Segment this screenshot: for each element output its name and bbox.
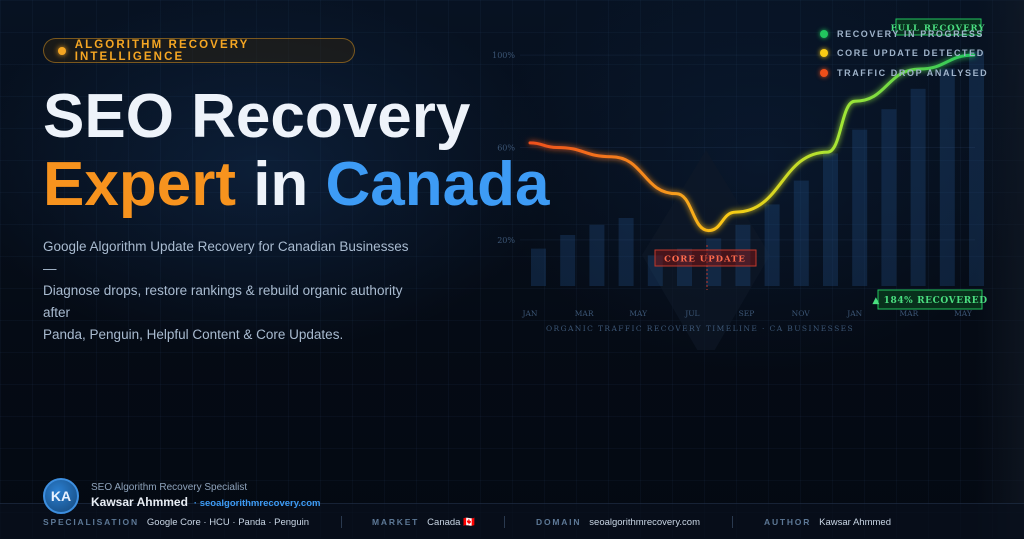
footer-divider — [732, 516, 733, 528]
axis-layer: 100% 60% 20% JAN MAR MAY JUL SEP NOV JAN MAR MAY — [492, 51, 975, 318]
footer-key: AUTHOR — [764, 517, 812, 527]
chart-bar — [560, 235, 576, 286]
hero-word-in: in — [235, 150, 326, 219]
yellow-dot-icon — [820, 49, 828, 58]
right-edge-fade — [976, 0, 1024, 538]
x-tick-label: SEP — [739, 309, 755, 318]
y-tick-label: 100% — [492, 51, 515, 60]
author-site-link[interactable]: · seoalgorithmrecovery.com — [193, 497, 321, 509]
chart-bar — [823, 153, 838, 286]
footer-value: Google Core · HCU · Panda · Penguin — [146, 517, 309, 528]
chart-bar — [589, 224, 605, 286]
category-badge: ALGORITHM RECOVERY INTELLIGENCE — [43, 38, 355, 63]
full-recovery-tag-box — [895, 18, 982, 36]
chart-bar — [793, 180, 809, 286]
hero-title-line2: Expert in Canada — [43, 148, 550, 222]
x-tick-label: JAN — [522, 309, 538, 318]
x-tick-label: MAY — [629, 309, 648, 318]
bars-layer — [531, 51, 984, 287]
legend-item-recovery: RECOVERY IN PROGRESS — [820, 24, 988, 44]
hero-word-expert: Expert — [43, 150, 236, 219]
chart-bar — [939, 68, 955, 287]
footer-divider — [341, 516, 342, 528]
footer-domain: DOMAIN seoalgorithmrecovery.com — [536, 517, 700, 528]
chart-bar — [531, 248, 546, 286]
trend-line — [528, 53, 976, 233]
author-info: SEO Algorithm Recovery Specialist Kawsar… — [91, 481, 320, 512]
x-tick-label: JAN — [846, 309, 862, 318]
hero-word-canada: Canada — [325, 150, 550, 219]
footer-value[interactable]: seoalgorithmrecovery.com — [589, 517, 700, 528]
description-line: after — [43, 305, 71, 320]
x-tick-label: JUL — [684, 309, 699, 318]
footer-key: MARKET — [372, 517, 420, 527]
green-dot-icon — [820, 29, 828, 38]
chart-bar — [969, 51, 984, 287]
chart-bar — [618, 218, 634, 286]
x-tick-label: MAR — [575, 309, 594, 318]
footer-key: SPECIALISATION — [43, 517, 139, 527]
core-update-tag-box — [654, 249, 757, 267]
badge-dot-icon — [58, 46, 66, 55]
description-line: Diagnose drops, restore rankings & rebui… — [43, 283, 403, 298]
footer-specialisation: SPECIALISATION Google Core · HCU · Panda … — [43, 517, 309, 528]
legend-item-core-update: CORE UPDATE DETECTED — [820, 44, 988, 64]
x-tick-label: MAR — [900, 309, 919, 318]
hero-description: Google Algorithm Update Recovery for Can… — [43, 236, 413, 346]
description-line: Panda, Penguin, Helpful Content & Core U… — [43, 327, 344, 342]
x-tick-label: MAY — [954, 309, 973, 318]
hero-title-line1: SEO Recovery — [43, 82, 471, 151]
footer-bar: SPECIALISATION Google Core · HCU · Panda … — [0, 503, 1024, 539]
footer-divider — [504, 516, 505, 528]
recovery-chart: 100% 60% 20% JAN MAR MAY JUL SEP NOV JAN MAR MAY CO… — [492, 18, 987, 350]
author-role: SEO Algorithm Recovery Specialist — [91, 481, 248, 493]
footer-market: MARKET Canada 🇨🇦 — [372, 517, 475, 528]
chart-bar — [910, 88, 926, 286]
footer-key: DOMAIN — [536, 517, 582, 527]
chart-legend: RECOVERY IN PROGRESS CORE UPDATE DETECTE… — [820, 24, 988, 83]
footer-value: Canada 🇨🇦 — [427, 517, 475, 528]
recovered-tag: ▲ 184% RECOVERED — [872, 296, 987, 306]
footer-value: Kawsar Ahmmed — [819, 517, 891, 528]
legend-label: CORE UPDATE DETECTED — [837, 48, 985, 59]
footer-author: AUTHOR Kawsar Ahmmed — [764, 517, 891, 528]
description-line: Google Algorithm Update Recovery for Can… — [43, 239, 409, 254]
legend-label: TRAFFIC DROP ANALYSED — [837, 67, 989, 78]
avatar: KA — [43, 478, 79, 514]
chart-bar — [881, 109, 897, 286]
description-line: — — [43, 261, 57, 276]
recovered-tag-box — [877, 289, 983, 310]
y-tick-label: 20% — [497, 236, 515, 245]
orange-dot-icon — [820, 68, 828, 77]
y-tick-label: 60% — [497, 143, 515, 152]
chart-bar — [764, 204, 780, 286]
legend-label: RECOVERY IN PROGRESS — [837, 28, 985, 39]
chart-bar — [852, 129, 868, 286]
author-line: Kawsar Ahmmed · seoalgorithmrecovery.com — [91, 494, 320, 512]
core-update-tag: CORE UPDATE — [664, 255, 746, 265]
full-recovery-tag: FULL RECOVERY — [891, 24, 986, 34]
author-card: KA SEO Algorithm Recovery Specialist Kaw… — [43, 478, 320, 514]
chart-title: ORGANIC TRAFFIC RECOVERY TIMELINE · CA B… — [546, 324, 854, 333]
legend-item-traffic-drop: TRAFFIC DROP ANALYSED — [820, 63, 988, 83]
badge-label: ALGORITHM RECOVERY INTELLIGENCE — [74, 38, 250, 63]
x-tick-label: NOV — [792, 309, 811, 318]
author-name: Kawsar Ahmmed — [91, 494, 188, 509]
